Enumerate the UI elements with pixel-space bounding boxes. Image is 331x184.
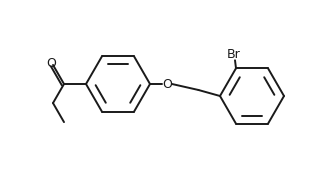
Text: O: O: [46, 57, 56, 70]
Text: O: O: [162, 77, 172, 91]
Text: Br: Br: [227, 48, 241, 61]
